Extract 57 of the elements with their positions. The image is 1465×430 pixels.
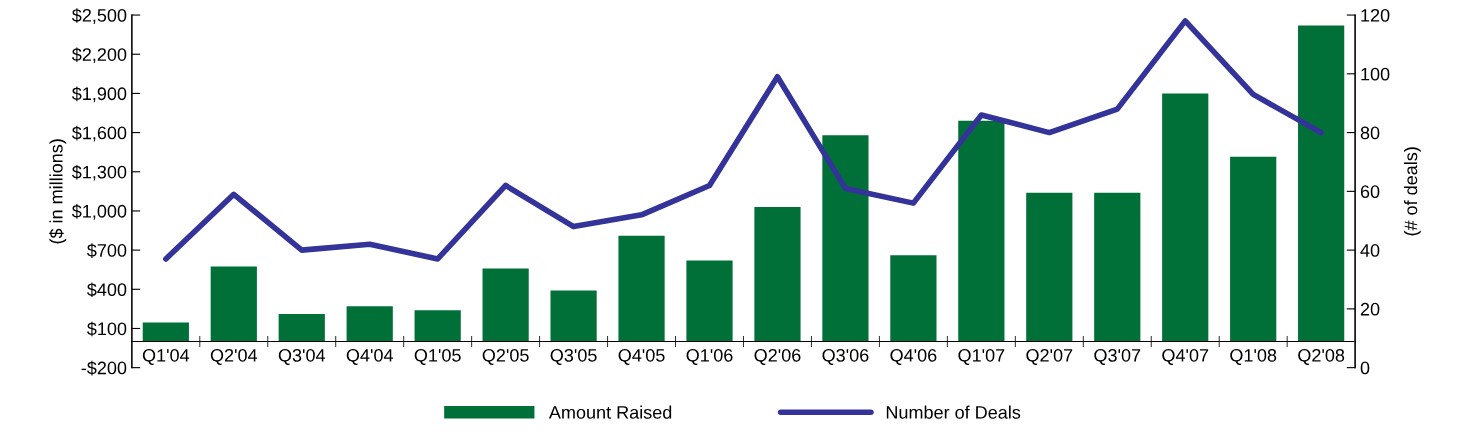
y2-tick-label: 40: [1360, 244, 1380, 257]
bar: [142, 322, 189, 342]
bar: [414, 310, 461, 342]
y-tick-label: $2,500: [71, 8, 127, 24]
bar: [686, 260, 733, 342]
y2-axis-title: (# of deals): [1404, 147, 1421, 236]
x-tick-label: Q4'04: [346, 348, 393, 365]
bar: [482, 268, 529, 342]
bar: [346, 306, 393, 342]
x-tick-label: Q1'06: [686, 348, 733, 365]
bar: [1230, 156, 1277, 342]
x-tick-label: Q2'04: [210, 348, 258, 365]
y2-tick-label: 20: [1360, 302, 1380, 316]
x-tick-label: Q2'06: [754, 348, 801, 365]
x-tick-label: Q3'06: [822, 348, 869, 365]
bar: [1094, 192, 1141, 342]
x-tick-label: Q1'08: [1230, 348, 1277, 365]
x-tick-label: Q3'07: [1094, 348, 1141, 365]
x-tick-label: Q4'07: [1162, 348, 1209, 365]
bar: [1162, 93, 1209, 342]
x-tick-label: Q1'07: [958, 348, 1005, 365]
y2-tick-label: 80: [1360, 126, 1380, 140]
y-tick-label: $1,900: [71, 86, 127, 103]
y-tick-label: $2,200: [71, 47, 127, 64]
bar: [278, 314, 325, 342]
x-tick-label: Q2'07: [1026, 348, 1073, 365]
y2-tick-label: 120: [1361, 8, 1390, 22]
bar: [1026, 192, 1073, 342]
legend-label: Amount Raised: [548, 405, 672, 419]
x-tick-label: Q1'05: [414, 348, 461, 365]
y2-tick-label: 0: [1360, 361, 1370, 375]
y-tick-label: $1,600: [71, 125, 127, 142]
bar: [1298, 25, 1345, 342]
x-tick-label: Q4'06: [890, 348, 937, 365]
legend-label: Number of Deals: [886, 405, 1021, 419]
y2-tick-label: 60: [1360, 185, 1380, 199]
bar: [890, 255, 937, 342]
y-tick-label: $700: [87, 243, 127, 258]
bar: [550, 290, 597, 342]
x-tick-label: Q1'04: [142, 348, 190, 365]
bar: [958, 120, 1005, 342]
y2-tick-label: 100: [1361, 67, 1390, 81]
x-tick-label: Q3'04: [278, 348, 326, 365]
bar: [822, 135, 869, 342]
y-tick-label: $1,300: [71, 164, 127, 181]
y-tick-label: $400: [87, 282, 127, 298]
bar: [754, 207, 801, 342]
y-axis-title: ($ in millions): [49, 139, 67, 244]
bar: [210, 266, 257, 342]
y-tick-label: -$200: [81, 360, 127, 376]
x-tick-label: Q2'08: [1298, 348, 1345, 365]
y-tick-label: $1,000: [71, 204, 127, 220]
x-tick-label: Q3'05: [550, 348, 597, 365]
bar: [618, 235, 665, 342]
y-tick-label: $100: [87, 321, 127, 337]
x-tick-label: Q4'05: [618, 348, 665, 365]
x-tick-label: Q2'05: [482, 348, 529, 365]
